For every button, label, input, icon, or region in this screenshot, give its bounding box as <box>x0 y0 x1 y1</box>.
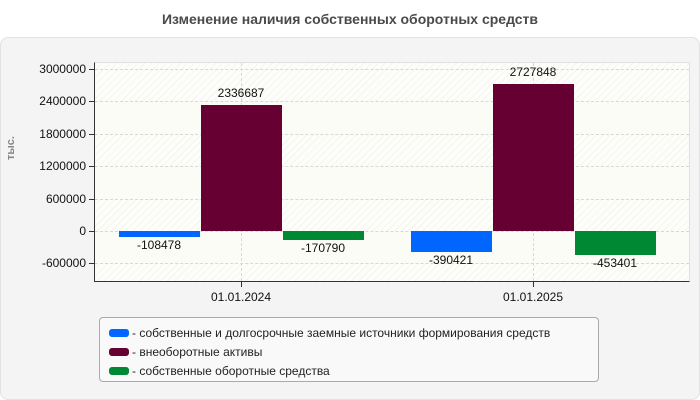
legend-swatch-maroon-icon <box>109 347 129 356</box>
data-label: -390421 <box>428 253 474 268</box>
y-tick-label: 1800000 <box>39 127 86 141</box>
legend-label: - собственные оборотные средства <box>132 363 330 378</box>
y-tick-label: 1200000 <box>39 159 86 173</box>
data-label: -453401 <box>592 256 638 271</box>
grid-band <box>95 166 689 199</box>
y-tick <box>89 231 94 232</box>
data-label: -108478 <box>136 237 182 252</box>
y-gridline <box>95 231 689 232</box>
y-tick-label: 0 <box>79 224 86 238</box>
x-tick <box>241 282 242 287</box>
x-tick-label: 01.01.2025 <box>502 290 564 304</box>
y-gridline <box>95 134 689 135</box>
y-tick <box>89 199 94 200</box>
y-tick <box>89 263 94 264</box>
y-gridline <box>95 263 689 264</box>
legend-item-noncurrent-assets: - внеоборотные активы <box>109 342 598 361</box>
legend-swatch-blue-icon <box>109 328 129 337</box>
x-tick-label: 01.01.2024 <box>210 290 272 304</box>
legend: - собственные и долгосрочные заемные ист… <box>99 317 599 382</box>
y-tick-label: -600000 <box>41 256 86 270</box>
y-tick <box>89 101 94 102</box>
chart-title: Изменение наличия собственных оборотных … <box>161 11 539 27</box>
legend-item-working-capital: - собственные оборотные средства <box>109 361 598 380</box>
bar-2 <box>200 104 282 231</box>
legend-item-sources: - собственные и долгосрочные заемные ист… <box>109 323 598 342</box>
bar-3 <box>574 231 656 256</box>
grid-band <box>95 101 689 134</box>
y-gridline <box>95 101 689 102</box>
data-label: 2727848 <box>509 64 557 79</box>
y-tick <box>89 69 94 70</box>
x-tick <box>533 282 534 287</box>
legend-swatch-green-icon <box>109 366 129 375</box>
y-tick-label: 600000 <box>45 192 86 206</box>
data-label: 2336687 <box>217 85 265 100</box>
y-gridline <box>95 166 689 167</box>
bar-1 <box>118 231 200 237</box>
y-tick <box>89 134 94 135</box>
y-axis-title: тыс. <box>5 136 17 160</box>
y-tick-label: 2400000 <box>39 94 86 108</box>
data-label: -170790 <box>300 241 346 256</box>
y-gridline <box>95 199 689 200</box>
y-gridline <box>95 69 689 70</box>
y-tick-label: 3000000 <box>39 62 86 76</box>
bar-1 <box>410 231 492 253</box>
legend-label: - собственные и долгосрочные заемные ист… <box>132 325 551 340</box>
bar-2 <box>492 83 574 231</box>
y-tick <box>89 166 94 167</box>
bar-3 <box>282 231 364 241</box>
legend-label: - внеоборотные активы <box>132 344 263 359</box>
